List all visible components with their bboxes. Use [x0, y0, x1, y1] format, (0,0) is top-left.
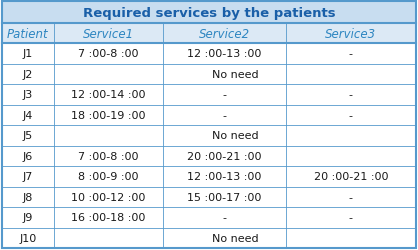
Text: No need: No need: [212, 233, 258, 243]
Text: 7 :00-8 :00: 7 :00-8 :00: [78, 49, 139, 59]
Text: 10 :00-12 :00: 10 :00-12 :00: [71, 192, 146, 202]
Text: J1: J1: [23, 49, 33, 59]
Bar: [2, 146, 416, 166]
Text: J3: J3: [23, 90, 33, 100]
Text: 16 :00-18 :00: 16 :00-18 :00: [71, 212, 146, 222]
Text: Service3: Service3: [325, 28, 376, 40]
Text: 20 :00-21 :00: 20 :00-21 :00: [314, 172, 388, 181]
Bar: [2, 228, 416, 248]
Text: 12 :00-13 :00: 12 :00-13 :00: [187, 172, 262, 181]
Text: J5: J5: [23, 131, 33, 141]
Text: J7: J7: [23, 172, 33, 181]
Text: No need: No need: [212, 131, 258, 141]
Text: 20 :00-21 :00: 20 :00-21 :00: [187, 151, 262, 161]
Text: Service1: Service1: [83, 28, 134, 40]
Text: No need: No need: [212, 70, 258, 80]
Bar: [2, 126, 416, 146]
Text: J6: J6: [23, 151, 33, 161]
Bar: [2, 105, 416, 126]
Bar: [2, 64, 416, 85]
Text: 7 :00-8 :00: 7 :00-8 :00: [78, 151, 139, 161]
Bar: [2, 24, 416, 44]
Text: 12 :00-13 :00: 12 :00-13 :00: [187, 49, 262, 59]
Bar: [2, 187, 416, 207]
Text: 18 :00-19 :00: 18 :00-19 :00: [71, 110, 146, 120]
Text: -: -: [349, 192, 353, 202]
Text: -: -: [349, 212, 353, 222]
Text: -: -: [222, 110, 227, 120]
Text: -: -: [349, 49, 353, 59]
Text: -: -: [349, 90, 353, 100]
Text: -: -: [222, 212, 227, 222]
Text: 8 :00-9 :00: 8 :00-9 :00: [78, 172, 139, 181]
Bar: [2, 44, 416, 64]
Text: Required services by the patients: Required services by the patients: [83, 6, 335, 20]
Text: -: -: [349, 110, 353, 120]
Bar: [2, 166, 416, 187]
Text: J9: J9: [23, 212, 33, 222]
Text: Patient: Patient: [7, 28, 48, 40]
Text: J10: J10: [19, 233, 36, 243]
Text: Service2: Service2: [199, 28, 250, 40]
Text: -: -: [222, 90, 227, 100]
Text: J4: J4: [23, 110, 33, 120]
Text: J2: J2: [23, 70, 33, 80]
Text: 15 :00-17 :00: 15 :00-17 :00: [187, 192, 262, 202]
Bar: [2, 85, 416, 105]
Text: J8: J8: [23, 192, 33, 202]
Bar: [2, 207, 416, 228]
Text: 12 :00-14 :00: 12 :00-14 :00: [71, 90, 146, 100]
Bar: [2, 2, 416, 24]
